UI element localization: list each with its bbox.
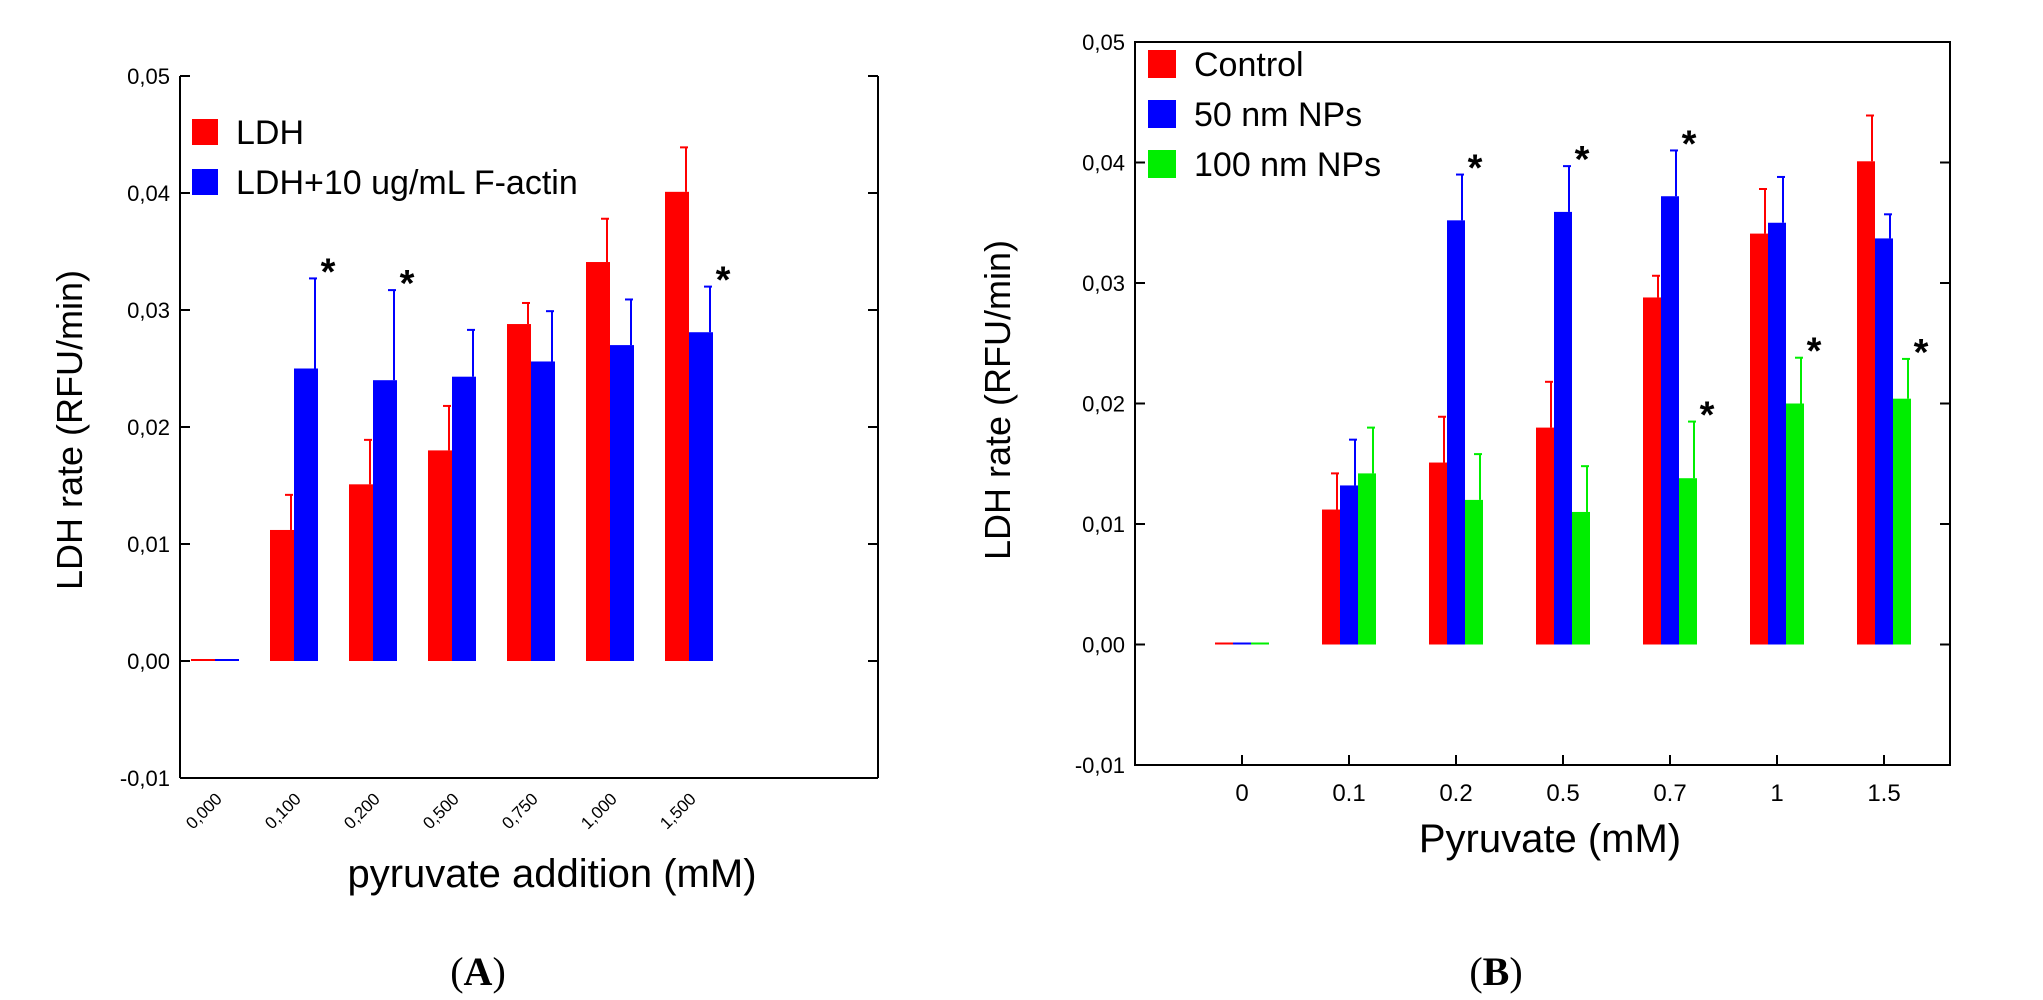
significance-star: *: [1682, 123, 1697, 165]
bar-100-nm-nps-2: [1465, 499, 1483, 645]
significance-star: *: [1468, 148, 1483, 190]
legend-label: LDH+10 ug/mL F-actin: [236, 164, 578, 202]
y-tick-label: 0,01: [127, 532, 170, 557]
x-tick-label: 0,750: [498, 789, 542, 833]
bar-ldh-0: [191, 659, 215, 661]
y-axis-title: LDH rate (RFU/min): [977, 240, 1018, 560]
significance-star: *: [1807, 331, 1822, 373]
x-tick-label: 0.1: [1332, 780, 1365, 807]
bar-100-nm-nps-3: [1572, 511, 1590, 645]
bar-ldh-10-ug-ml-f-actin-3: [452, 376, 476, 661]
bar-50-nm-nps-2: [1447, 220, 1465, 645]
legend-swatch: [192, 169, 218, 195]
bar-control-1: [1322, 509, 1340, 645]
bar-ldh-10-ug-ml-f-actin-4: [531, 361, 555, 661]
bar-ldh-10-ug-ml-f-actin-2: [373, 380, 397, 661]
significance-star: *: [716, 260, 731, 302]
bar-ldh-10-ug-ml-f-actin-1: [294, 368, 318, 661]
bar-control-0: [1215, 642, 1233, 645]
y-tick-label: 0,04: [127, 181, 170, 206]
significance-star: *: [1700, 395, 1715, 437]
bar-50-nm-nps-5: [1768, 222, 1786, 645]
y-tick-label: -0,01: [120, 766, 170, 791]
bar-100-nm-nps-6: [1893, 398, 1911, 645]
bar-ldh-1: [270, 529, 294, 661]
bar-50-nm-nps-4: [1661, 196, 1679, 645]
legend-swatch: [1148, 150, 1176, 178]
significance-star: *: [1575, 139, 1590, 181]
legend-label: 100 nm NPs: [1194, 146, 1381, 184]
legend-swatch: [1148, 50, 1176, 78]
bar-100-nm-nps-1: [1358, 473, 1376, 645]
bar-ldh-3: [428, 450, 452, 661]
bar-ldh-10-ug-ml-f-actin-6: [689, 332, 713, 661]
bar-50-nm-nps-0: [1233, 642, 1251, 645]
x-tick-label: 0: [1235, 780, 1248, 807]
bar-100-nm-nps-0: [1251, 642, 1269, 645]
bar-ldh-2: [349, 484, 373, 661]
chart-panel-a: -0,01 0,00 0,01 0,02 0,03 0,04 0,05 0,000 0,100 *…: [49, 64, 879, 994]
y-tick-label: 0,00: [1082, 633, 1125, 658]
y-axis-title: LDH rate (RFU/min): [49, 270, 90, 590]
x-tick-label: 0.5: [1546, 780, 1579, 807]
bar-control-5: [1750, 233, 1768, 645]
x-tick-label: 0,100: [261, 789, 305, 833]
bar-100-nm-nps-4: [1679, 478, 1697, 645]
bar-control-3: [1536, 427, 1554, 645]
y-tick-label: 0,05: [127, 64, 170, 89]
x-tick-label: 1: [1770, 780, 1783, 807]
x-tick-label: 1,000: [577, 789, 621, 833]
legend-swatch: [1148, 100, 1176, 128]
panel-label: (B): [1469, 949, 1522, 994]
y-tick-label: 0,03: [127, 298, 170, 323]
significance-star: *: [400, 263, 415, 305]
y-tick-label: 0,05: [1082, 30, 1125, 55]
x-tick-label: 0,500: [419, 789, 463, 833]
x-tick-label: 0,000: [182, 789, 226, 833]
bar-control-2: [1429, 462, 1447, 645]
legend-label: 50 nm NPs: [1194, 96, 1362, 134]
bar-100-nm-nps-5: [1786, 403, 1804, 645]
bar-50-nm-nps-3: [1554, 211, 1572, 645]
x-tick-label: 1,500: [656, 789, 700, 833]
y-tick-label: -0,01: [1075, 753, 1125, 778]
x-axis-title: Pyruvate (mM): [1419, 817, 1681, 861]
bar-ldh-10-ug-ml-f-actin-0: [215, 659, 239, 661]
x-tick-label: 0.7: [1653, 780, 1686, 807]
bar-ldh-4: [507, 324, 531, 661]
bar-50-nm-nps-1: [1340, 485, 1358, 645]
chart-panel-b: -0,01 0,00 0,01 0,02 0,03 0,04 0,05 0 0.1 0.2 * 0.5…: [977, 30, 1951, 994]
bar-control-4: [1643, 297, 1661, 645]
panel-letter: B: [1483, 949, 1510, 994]
bar-50-nm-nps-6: [1875, 238, 1893, 645]
y-tick-label: 0,02: [1082, 392, 1125, 417]
significance-star: *: [321, 251, 336, 293]
x-tick-label: 1.5: [1867, 780, 1900, 807]
panel-letter: A: [464, 949, 493, 994]
bar-ldh-10-ug-ml-f-actin-5: [610, 345, 634, 661]
y-tick-label: 0,04: [1082, 151, 1125, 176]
bar-control-6: [1857, 161, 1875, 645]
x-axis-title: pyruvate addition (mM): [347, 852, 756, 896]
legend-label: LDH: [236, 114, 304, 152]
y-tick-label: 0,03: [1082, 271, 1125, 296]
x-tick-label: 0.2: [1439, 780, 1472, 807]
legend-label: Control: [1194, 46, 1304, 84]
y-tick-label: 0,01: [1082, 512, 1125, 537]
bar-ldh-5: [586, 262, 610, 661]
bar-ldh-6: [665, 191, 689, 661]
legend-swatch: [192, 119, 218, 145]
y-tick-label: 0,02: [127, 415, 170, 440]
x-tick-label: 0,200: [340, 789, 384, 833]
panel-label: (A): [450, 949, 506, 994]
y-tick-label: 0,00: [127, 649, 170, 674]
significance-star: *: [1914, 332, 1929, 374]
